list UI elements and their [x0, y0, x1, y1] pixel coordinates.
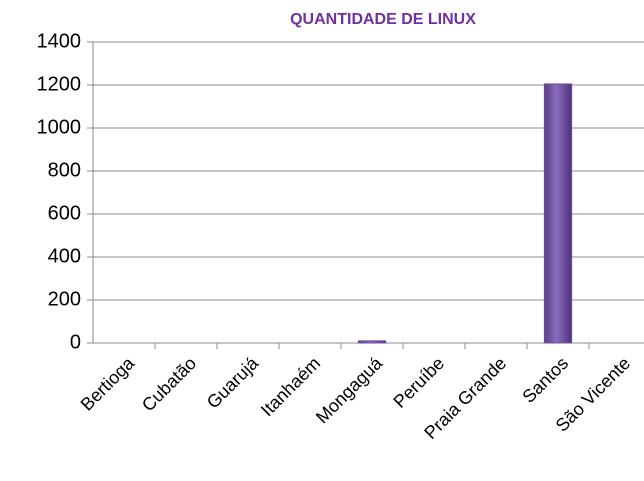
- x-tick-label: Bertioga: [77, 352, 139, 414]
- y-tick-label: 1400: [37, 30, 82, 52]
- y-tick-label: 200: [48, 288, 81, 310]
- x-tick-label: Mongaguá: [312, 352, 387, 427]
- chart-title: QUANTIDADE DE LINUX: [290, 11, 476, 28]
- y-tick-label: 400: [48, 245, 81, 267]
- x-tick-label: Cubatão: [138, 353, 200, 415]
- bar: [543, 83, 573, 344]
- x-tick-label: Santos: [518, 353, 572, 407]
- y-tick-label: 800: [48, 159, 81, 181]
- y-tick-label: 1200: [37, 73, 82, 95]
- x-tick-label: Guarujá: [203, 352, 263, 412]
- x-tick-label: Peruíbe: [389, 353, 448, 412]
- y-tick-label: 0: [70, 331, 81, 353]
- y-tick-label: 1000: [37, 116, 82, 138]
- bar: [357, 340, 387, 344]
- y-tick-label: 600: [48, 202, 81, 224]
